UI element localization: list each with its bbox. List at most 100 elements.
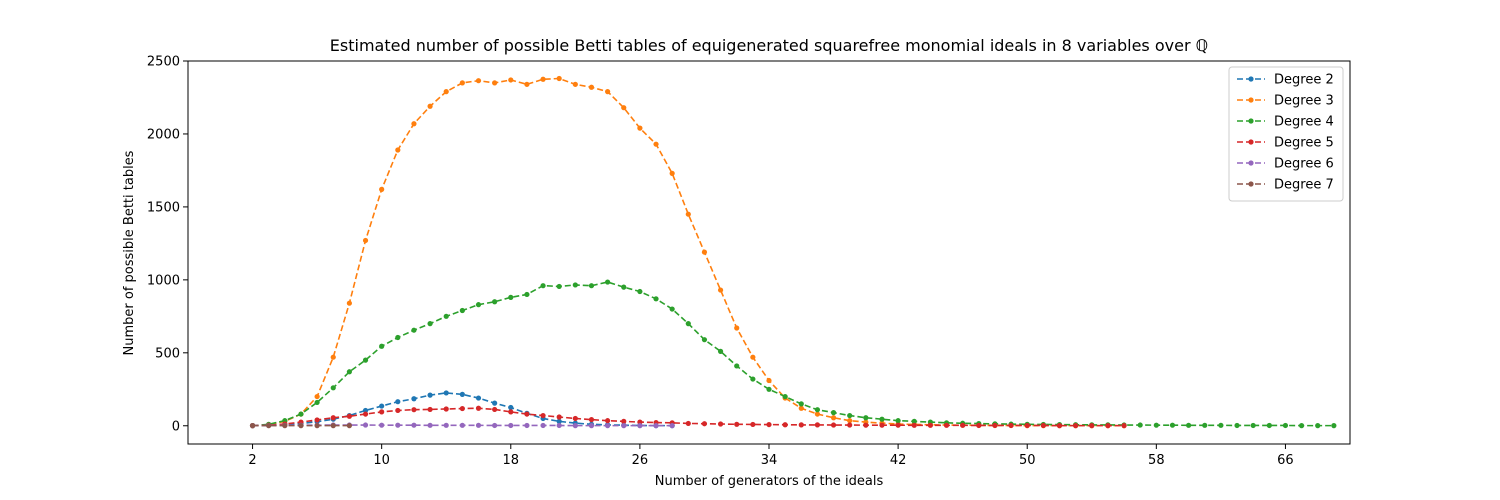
data-point [508, 294, 514, 300]
data-point [379, 422, 385, 428]
data-point [508, 422, 514, 429]
data-point [492, 400, 498, 406]
data-point [395, 422, 401, 428]
y-tick-label: 500 [155, 346, 180, 361]
data-point [911, 418, 917, 424]
data-point [282, 423, 288, 429]
y-tick-label: 1000 [147, 273, 180, 288]
y-axis: 0 500 1000 1500 2000 2500 [147, 55, 188, 434]
data-point [362, 422, 369, 428]
data-point [685, 420, 691, 427]
y-tick-label: 1500 [147, 200, 180, 215]
data-point [314, 417, 320, 423]
data-point [556, 75, 562, 82]
data-point [621, 418, 627, 424]
x-tick-label: 2 [248, 453, 256, 468]
data-point [330, 354, 336, 360]
data-point [443, 390, 449, 396]
data-point [475, 395, 482, 401]
data-point [524, 81, 530, 87]
data-point [508, 409, 514, 415]
data-point [427, 321, 433, 327]
data-point [475, 422, 482, 428]
data-point [1121, 423, 1127, 429]
data-point [895, 418, 901, 424]
data-point [556, 422, 562, 429]
y-tick-label: 2500 [147, 55, 180, 70]
data-point [330, 423, 336, 429]
data-point [411, 121, 417, 127]
legend-label: Degree 2 [1274, 73, 1334, 88]
data-point [443, 422, 449, 428]
data-point [701, 421, 708, 427]
data-point [459, 307, 465, 314]
data-point [524, 411, 530, 417]
data-point [1282, 422, 1289, 429]
data-point [524, 291, 530, 298]
x-axis: 2 10 18 26 34 42 50 58 66 [248, 444, 1294, 468]
data-point [475, 302, 482, 308]
data-point [1137, 422, 1143, 428]
data-point [1186, 422, 1192, 428]
data-point [879, 416, 885, 422]
data-point [814, 411, 821, 417]
data-point [1169, 422, 1176, 428]
data-point [314, 399, 320, 406]
data-point [701, 249, 708, 255]
data-point [976, 422, 982, 429]
data-point [443, 313, 449, 319]
data-point [653, 423, 659, 429]
data-point [798, 401, 804, 407]
data-point [540, 422, 546, 429]
data-point [1008, 422, 1014, 429]
data-point [943, 422, 950, 428]
data-point [572, 282, 578, 288]
data-point [1218, 422, 1224, 428]
data-point [249, 423, 256, 429]
legend-marker [1248, 181, 1254, 187]
data-point [475, 405, 482, 411]
data-point [411, 422, 417, 428]
data-point [492, 80, 498, 86]
data-point [669, 423, 675, 429]
data-point [314, 393, 320, 400]
x-axis-label: Number of generators of the ideals [655, 474, 884, 489]
data-point [621, 284, 627, 290]
data-point [298, 411, 304, 417]
data-point [1315, 423, 1321, 429]
data-point [1250, 422, 1256, 429]
x-tick-label: 26 [632, 453, 649, 468]
data-point [379, 403, 385, 409]
x-tick-label: 10 [373, 453, 390, 468]
data-point [1266, 422, 1272, 429]
data-point [830, 410, 837, 416]
data-point [427, 406, 433, 413]
data-point [992, 422, 998, 429]
data-point [1298, 423, 1305, 429]
data-point [411, 407, 417, 413]
data-point [427, 103, 433, 109]
legend-marker [1248, 160, 1254, 166]
data-point [750, 376, 756, 382]
data-point [782, 393, 788, 400]
data-point [427, 392, 433, 398]
data-point [911, 422, 917, 428]
data-point [830, 422, 837, 428]
data-point [588, 84, 595, 90]
data-point [750, 354, 756, 360]
data-point [362, 407, 369, 414]
data-point [734, 363, 740, 369]
data-point [443, 89, 449, 95]
data-point [927, 422, 933, 428]
x-tick-label: 34 [761, 453, 778, 468]
series-layer [249, 75, 1337, 429]
data-point [588, 423, 595, 429]
data-point [863, 415, 869, 421]
x-tick-label: 66 [1277, 453, 1294, 468]
chart-title: Estimated number of possible Betti table… [330, 36, 1208, 55]
data-point [766, 377, 772, 384]
data-point [669, 170, 675, 176]
data-point [1331, 423, 1337, 429]
x-tick-label: 58 [1148, 453, 1165, 468]
